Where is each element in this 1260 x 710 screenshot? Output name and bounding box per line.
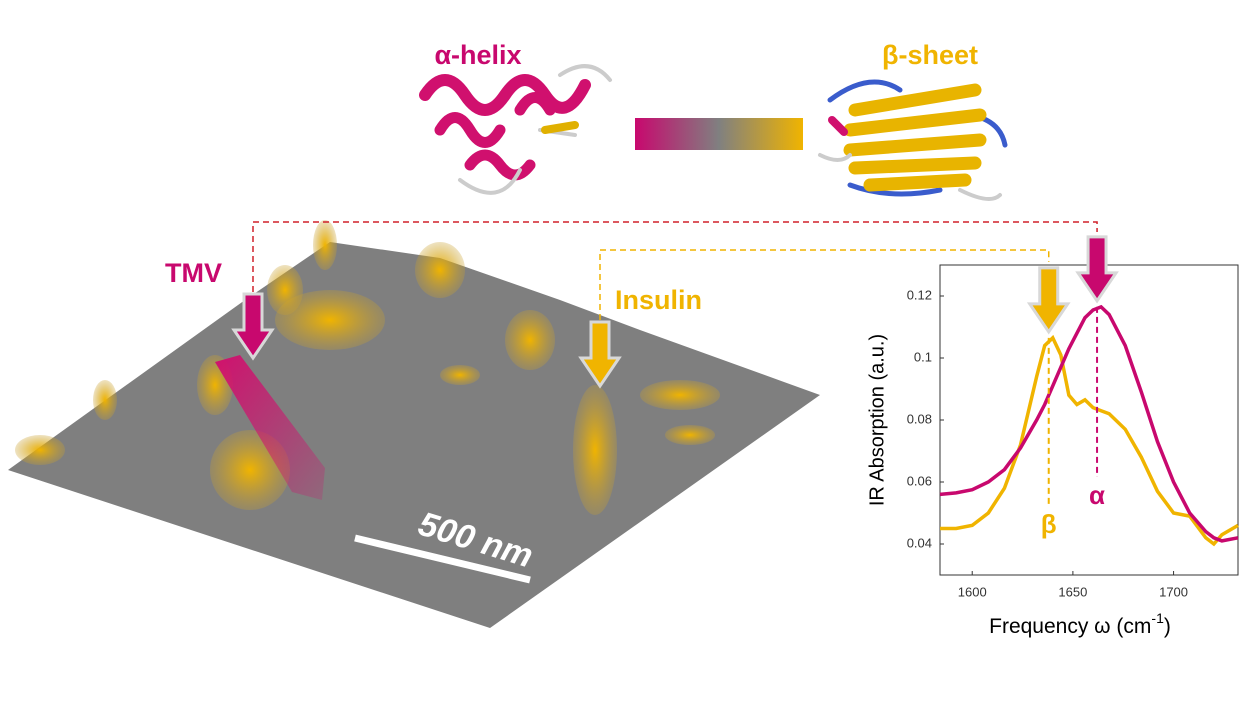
series-line <box>940 334 1239 547</box>
plot-area <box>939 264 1239 576</box>
x-axis-label-part: ) <box>1164 615 1171 638</box>
y-tick-label: 0.08 <box>907 411 932 426</box>
line-chart: 0.04 0.06 0.08 0.1 0.12 1600 1650 1700 IR Absorp… <box>866 264 1239 638</box>
tmv-arrow <box>231 292 275 361</box>
series-line <box>939 304 1239 543</box>
y-axis-label: IR Absorption (a.u.) <box>866 334 888 506</box>
y-tick-label: 0.1 <box>914 349 932 364</box>
peak-label: α <box>1089 480 1105 510</box>
beta-sheet-structure <box>818 79 1008 201</box>
x-axis-label: Frequency ω (cm-1) <box>989 610 1171 638</box>
x-tick-label: 1650 <box>1058 584 1087 599</box>
connector-line <box>599 249 1050 320</box>
x-tick-label: 1700 <box>1159 584 1188 599</box>
x-tick-label: 1600 <box>958 584 987 599</box>
y-tick-label: 0.06 <box>907 473 932 488</box>
x-axis-label-part: Frequency ω (cm <box>989 615 1151 638</box>
alpha-helix-label: α-helix <box>434 40 521 70</box>
peak-label: β <box>1041 509 1057 539</box>
color-scale-bar <box>635 118 803 150</box>
afm-surface: 500 nm <box>8 220 820 628</box>
peak-arrow <box>1075 235 1119 304</box>
connector-line <box>252 221 1098 292</box>
beta-sheet-label: β-sheet <box>882 40 978 70</box>
tmv-label: TMV <box>165 258 222 288</box>
y-tick-label: 0.12 <box>907 287 932 302</box>
insulin-label: Insulin <box>615 285 702 315</box>
y-tick-label: 0.04 <box>907 535 932 550</box>
peak-arrow <box>1026 266 1071 335</box>
alpha-helix-structure <box>419 64 612 195</box>
x-axis-label-part: -1 <box>1151 610 1164 626</box>
insulin-arrow <box>578 320 622 389</box>
